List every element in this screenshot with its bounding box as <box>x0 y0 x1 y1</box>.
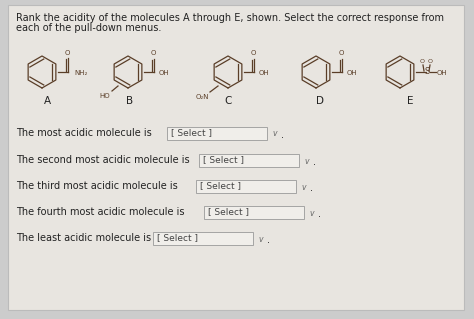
Text: NH₂: NH₂ <box>74 70 87 76</box>
Text: [ Select ]: [ Select ] <box>203 155 244 165</box>
Text: v: v <box>305 157 309 166</box>
Text: HO: HO <box>100 93 110 99</box>
Text: v: v <box>259 234 263 243</box>
Text: each of the pull-down menus.: each of the pull-down menus. <box>16 23 161 33</box>
Text: O: O <box>250 50 255 56</box>
Text: The most acidic molecule is: The most acidic molecule is <box>16 128 152 138</box>
FancyBboxPatch shape <box>199 153 299 167</box>
Text: O: O <box>419 59 425 64</box>
Text: O: O <box>338 50 344 56</box>
Text: OH: OH <box>159 70 170 76</box>
Text: [ Select ]: [ Select ] <box>171 129 212 137</box>
Text: [ Select ]: [ Select ] <box>208 207 249 217</box>
FancyBboxPatch shape <box>167 127 267 139</box>
Text: O₂N: O₂N <box>195 94 209 100</box>
Text: O: O <box>64 50 70 56</box>
FancyBboxPatch shape <box>204 205 304 219</box>
Text: B: B <box>127 96 134 106</box>
Text: The fourth most acidic molecule is: The fourth most acidic molecule is <box>16 207 184 217</box>
Text: S: S <box>424 68 429 77</box>
Text: v: v <box>302 182 306 191</box>
Text: OH: OH <box>347 70 357 76</box>
Text: The third most acidic molecule is: The third most acidic molecule is <box>16 181 178 191</box>
Text: OH: OH <box>437 70 447 76</box>
Text: Rank the acidity of the molecules A through E, shown. Select the correct respons: Rank the acidity of the molecules A thro… <box>16 13 444 23</box>
Text: v: v <box>273 130 277 138</box>
Text: .: . <box>313 157 316 167</box>
Text: O: O <box>150 50 155 56</box>
FancyBboxPatch shape <box>153 232 253 244</box>
Text: The second most acidic molecule is: The second most acidic molecule is <box>16 155 190 165</box>
Text: .: . <box>318 209 321 219</box>
Text: A: A <box>44 96 51 106</box>
Text: .: . <box>267 235 270 245</box>
Text: .: . <box>310 183 313 193</box>
FancyBboxPatch shape <box>196 180 296 192</box>
Text: .: . <box>281 130 284 140</box>
Text: [ Select ]: [ Select ] <box>200 182 241 190</box>
Text: OH: OH <box>259 70 270 76</box>
Text: The least acidic molecule is: The least acidic molecule is <box>16 233 151 243</box>
Text: E: E <box>407 96 413 106</box>
Text: C: C <box>224 96 232 106</box>
Text: v: v <box>310 209 314 218</box>
Text: D: D <box>316 96 324 106</box>
Text: [ Select ]: [ Select ] <box>157 234 198 242</box>
FancyBboxPatch shape <box>8 5 464 310</box>
Text: O: O <box>428 59 432 64</box>
